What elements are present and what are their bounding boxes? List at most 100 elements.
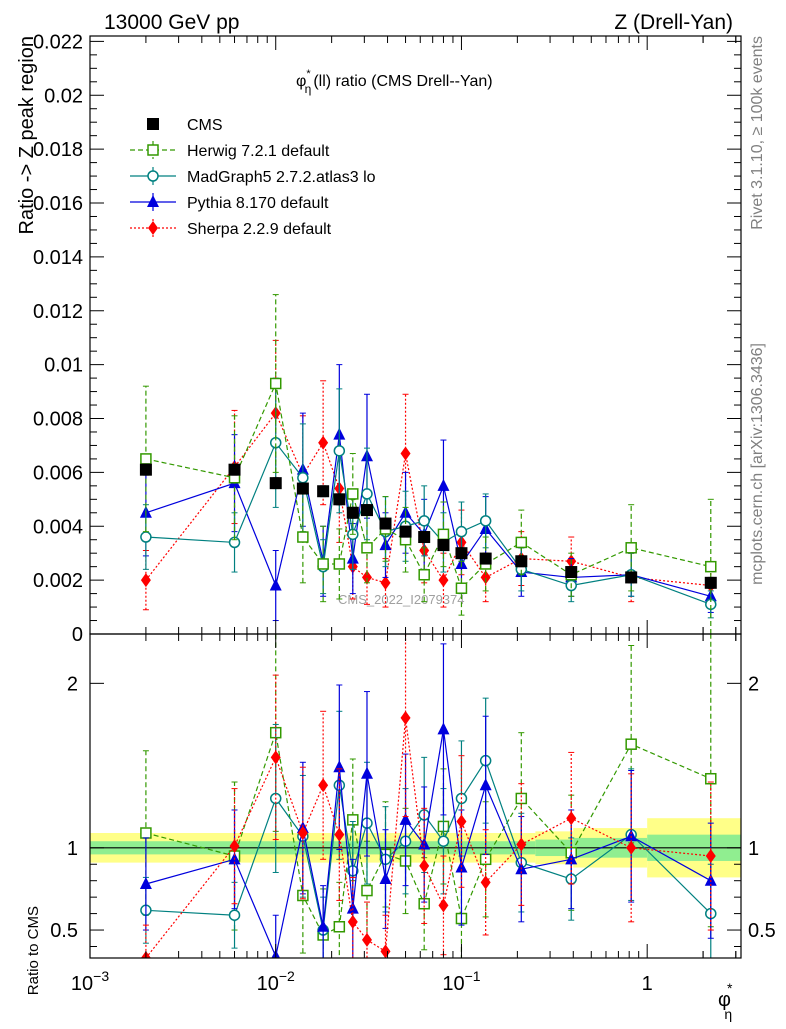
ratio-y-tick-label: 1 xyxy=(67,838,78,860)
legend-label-madgraph: MadGraph5 2.7.2.atlas3 lo xyxy=(187,169,376,186)
legend-label-herwig: Herwig 7.2.1 default xyxy=(187,143,330,160)
main-y-axis-label: Ratio -> Z peak region xyxy=(16,36,38,234)
ratio-point-sherpa xyxy=(334,827,345,842)
main-point-madgraph xyxy=(297,472,309,484)
main-point-cms xyxy=(360,504,373,517)
ratio-point-pythia xyxy=(379,872,392,885)
legend-marker-cms xyxy=(147,118,159,130)
main-point-cms xyxy=(399,525,412,538)
main-point-cms xyxy=(379,517,392,530)
ratio-point-herwig xyxy=(361,884,373,897)
main-plot-title: φ* η (ll) ratio (CMS Drell--Yan) xyxy=(296,68,493,96)
ratio-uncertainty-band xyxy=(90,818,741,878)
ratio-point-herwig xyxy=(140,827,152,839)
ratio-point-sherpa xyxy=(705,849,716,864)
legend-label-sherpa: Sherpa 2.2.9 default xyxy=(187,221,332,238)
ratio-y-tick-label-right: 2 xyxy=(748,673,759,695)
main-point-cms xyxy=(269,477,282,490)
main-point-cms xyxy=(418,531,431,544)
main-y-tick-label: 0.012 xyxy=(33,301,83,323)
main-point-cms xyxy=(228,463,241,476)
main-point-herwig xyxy=(347,488,359,500)
main-point-sherpa xyxy=(380,575,391,590)
main-y-tick-label: 0.008 xyxy=(33,409,83,431)
mcplots-label: mcplots.cern.ch [arXiv:1306.3436] xyxy=(749,343,766,585)
main-y-tick-label: 0.002 xyxy=(33,570,83,592)
ratio-point-sherpa xyxy=(318,778,329,793)
main-line-herwig xyxy=(145,381,711,590)
main-y-tick-label: 0.006 xyxy=(33,462,83,484)
main-y-tick-label: 0.02 xyxy=(44,85,83,107)
ratio-point-pythia xyxy=(317,919,330,932)
main-point-cms xyxy=(479,552,492,565)
ratio-line-herwig xyxy=(145,732,712,936)
ratio-y-tick-label: 0.5 xyxy=(50,920,78,942)
ratio-point-sherpa xyxy=(347,914,358,929)
main-point-herwig xyxy=(455,582,468,594)
x-tick-label: 1 xyxy=(642,973,653,995)
main-point-madgraph xyxy=(140,531,152,543)
main-y-tick-label: 0.004 xyxy=(33,516,83,538)
main-point-cms xyxy=(437,539,450,552)
main-point-sherpa xyxy=(400,446,411,461)
legend-marker-sherpa xyxy=(148,221,158,235)
main-y-tick-label: 0.016 xyxy=(33,193,83,215)
ratio-point-sherpa xyxy=(626,840,637,855)
main-point-cms xyxy=(704,576,717,589)
main-point-cms xyxy=(565,566,578,579)
ratio-point-sherpa xyxy=(516,837,527,852)
main-point-sherpa xyxy=(438,573,449,588)
x-tick-label: 10−3 xyxy=(71,968,109,995)
main-point-sherpa xyxy=(361,570,372,585)
main-point-sherpa xyxy=(140,573,151,588)
ratio-point-sherpa xyxy=(566,811,577,826)
main-point-sherpa xyxy=(318,435,329,450)
main-point-madgraph xyxy=(418,515,430,527)
main-point-herwig xyxy=(625,542,637,554)
x-tick-label: 10−1 xyxy=(442,968,480,995)
ratio-point-pythia xyxy=(437,722,450,735)
ratio-point-sherpa xyxy=(297,826,308,841)
ratio-point-pythia xyxy=(479,778,492,791)
main-point-herwig xyxy=(437,528,450,541)
ratio-series-sherpa xyxy=(140,634,716,958)
x-axis-label: φ* η xyxy=(718,980,733,1022)
main-line-sherpa xyxy=(145,411,711,587)
ratio-point-madgraph xyxy=(228,909,241,921)
main-point-herwig xyxy=(317,558,329,570)
ratio-plot-frame xyxy=(89,633,742,959)
ratio-point-herwig xyxy=(333,921,346,933)
ratio-point-sherpa xyxy=(400,710,411,725)
main-point-madgraph xyxy=(455,525,468,538)
legend: CMS Herwig 7.2.1 default MadGraph5 2.7.2.a… xyxy=(130,117,376,238)
ratio-point-herwig xyxy=(515,792,528,805)
ratio-point-herwig xyxy=(625,738,637,750)
ratio-y-tick-label-right: 0.5 xyxy=(748,920,776,942)
main-point-cms xyxy=(346,506,359,519)
main-point-cms xyxy=(317,485,330,498)
main-y-tick-label: 0.018 xyxy=(33,139,83,161)
main-point-cms xyxy=(455,547,468,560)
main-y-tick-label: 0.014 xyxy=(33,247,83,269)
ratio-point-sherpa xyxy=(456,814,467,829)
ratio-y-tick-label-right: 1 xyxy=(748,838,759,860)
ratio-point-pythia xyxy=(346,901,359,914)
x-tick-label: 10−2 xyxy=(257,968,295,995)
legend-label-cms: CMS xyxy=(187,117,223,134)
ratio-point-sherpa xyxy=(419,858,430,873)
ratio-point-pythia xyxy=(704,873,717,886)
main-point-pythia xyxy=(437,478,450,491)
ratio-point-pythia xyxy=(399,812,412,825)
ratio-point-sherpa xyxy=(229,839,240,854)
main-series-cms xyxy=(139,463,717,589)
main-y-tick-label: 0 xyxy=(72,624,83,646)
main-line-madgraph xyxy=(145,441,711,605)
main-point-madgraph xyxy=(361,488,373,500)
main-point-herwig xyxy=(297,531,309,543)
main-point-herwig xyxy=(418,568,430,581)
main-point-sherpa xyxy=(480,570,491,585)
main-point-cms xyxy=(625,571,638,584)
main-point-cms xyxy=(515,555,528,568)
main-y-tick-label: 0.01 xyxy=(44,355,83,377)
